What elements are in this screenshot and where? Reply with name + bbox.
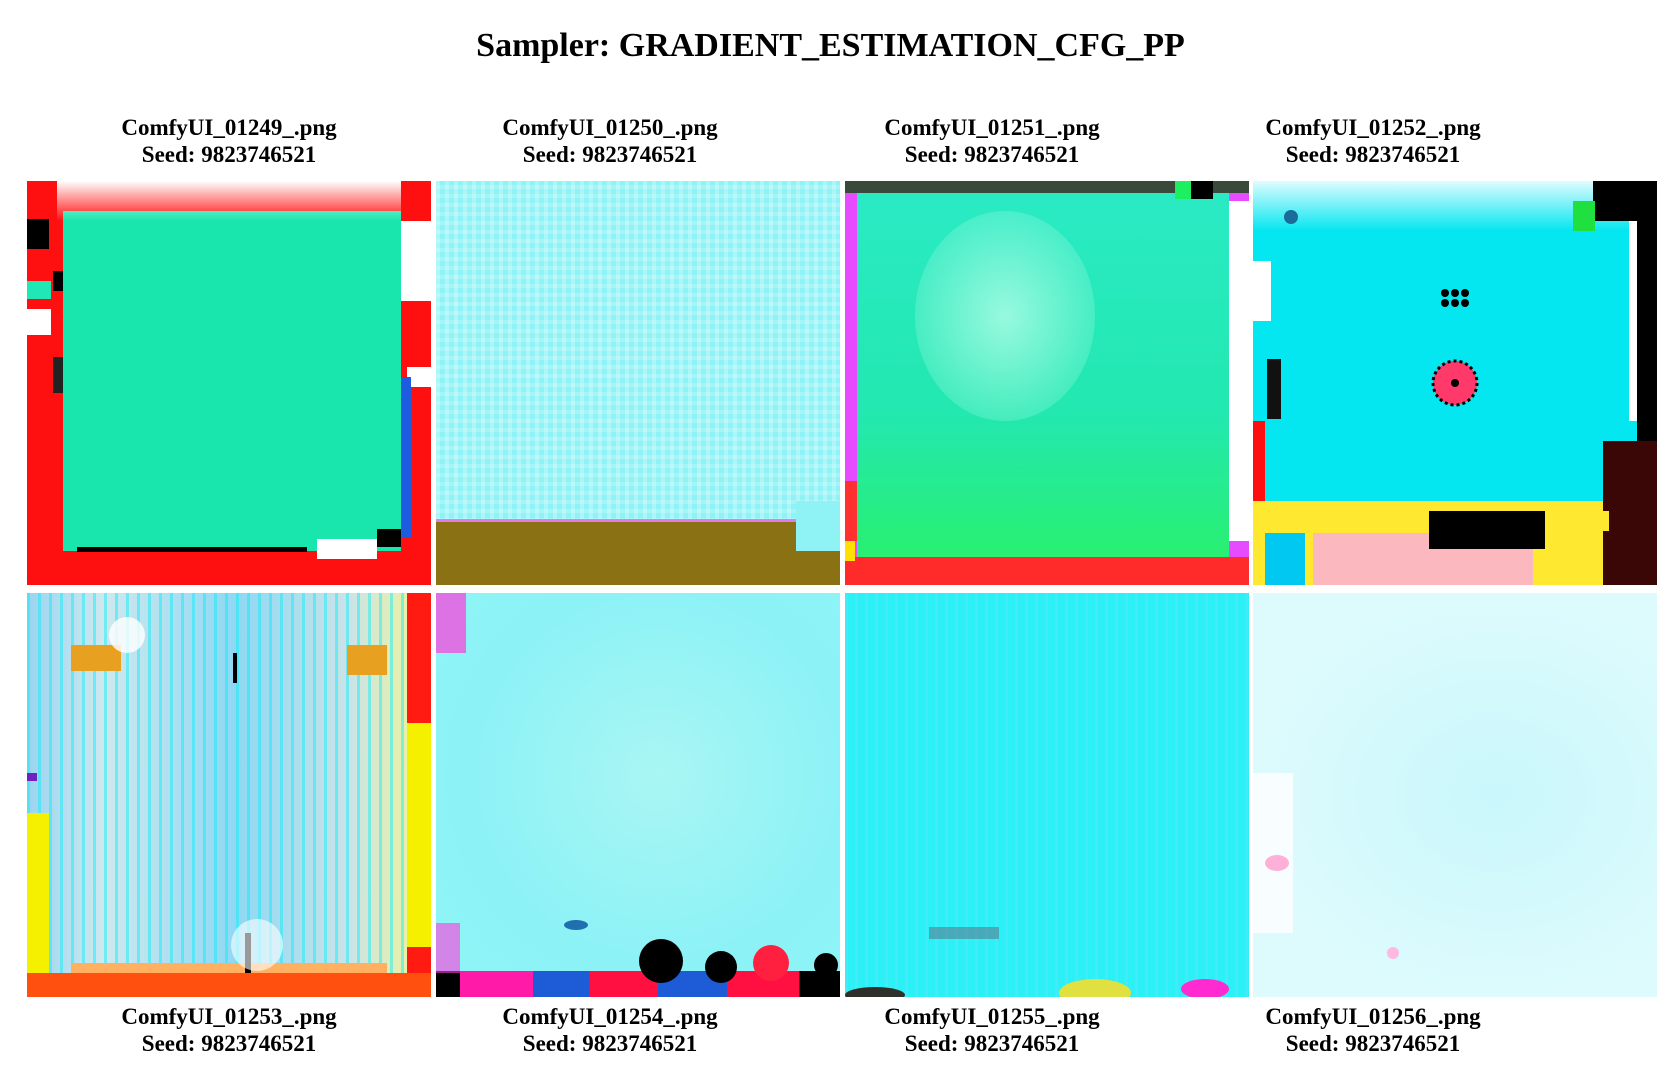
image-filename: ComfyUI_01256_.png [1265,1004,1481,1029]
image-caption: ComfyUI_01254_.png Seed: 9823746521 [408,1003,812,1057]
image-region [1253,593,1657,997]
image-filename: ComfyUI_01254_.png [502,1004,718,1029]
image-caption: ComfyUI_01252_.png Seed: 9823746521 [1171,114,1575,168]
generated-image-7[interactable] [845,593,1249,997]
image-region [57,181,401,221]
generated-image-5[interactable] [27,593,431,997]
image-caption: ComfyUI_01251_.png Seed: 9823746521 [790,114,1194,168]
image-filename: ComfyUI_01253_.png [121,1004,337,1029]
image-artifacts [845,927,1229,997]
image-caption: ComfyUI_01255_.png Seed: 9823746521 [790,1003,1194,1057]
image-filename: ComfyUI_01251_.png [884,115,1100,140]
image-seed: Seed: 9823746521 [904,1031,1080,1056]
image-artifacts [1253,773,1399,959]
image-region [1603,441,1657,585]
image-region [845,593,1249,997]
image-artifacts [436,593,838,983]
image-artifacts [27,219,431,559]
image-caption: ComfyUI_01253_.png Seed: 9823746521 [27,1003,431,1057]
image-artifacts [796,501,840,551]
generated-image-1[interactable] [27,181,431,585]
image-region [27,813,49,973]
image-caption: ComfyUI_01250_.png Seed: 9823746521 [408,114,812,168]
image-region [915,211,1095,421]
image-region [407,723,431,947]
image-region [436,181,840,585]
generated-image-3[interactable] [845,181,1249,585]
image-caption: ComfyUI_01256_.png Seed: 9823746521 [1171,1003,1575,1057]
image-seed: Seed: 9823746521 [904,142,1080,167]
image-filename: ComfyUI_01249_.png [121,115,337,140]
generated-image-4[interactable] [1253,181,1657,585]
image-artifacts [27,617,387,973]
image-region [63,211,401,551]
generated-image-2[interactable] [436,181,840,585]
image-artifacts [1253,181,1657,585]
generated-image-6[interactable] [436,593,840,997]
image-caption: ComfyUI_01249_.png Seed: 9823746521 [27,114,431,168]
page-title: Sampler: GRADIENT_ESTIMATION_CFG_PP [476,27,1185,64]
image-region [436,593,840,997]
image-seed: Seed: 9823746521 [141,1031,317,1056]
image-region [436,519,840,585]
image-artifacts [845,181,1249,561]
image-seed: Seed: 9823746521 [522,142,698,167]
image-seed: Seed: 9823746521 [1285,1031,1461,1056]
image-region [27,973,431,997]
generated-image-8[interactable] [1253,593,1657,997]
image-seed: Seed: 9823746521 [1285,142,1461,167]
image-region [1429,511,1545,549]
image-seed: Seed: 9823746521 [141,142,317,167]
image-seed: Seed: 9823746521 [522,1031,698,1056]
image-filename: ComfyUI_01250_.png [502,115,718,140]
image-filename: ComfyUI_01252_.png [1265,115,1481,140]
image-filename: ComfyUI_01255_.png [884,1004,1100,1029]
image-region [845,557,1249,585]
